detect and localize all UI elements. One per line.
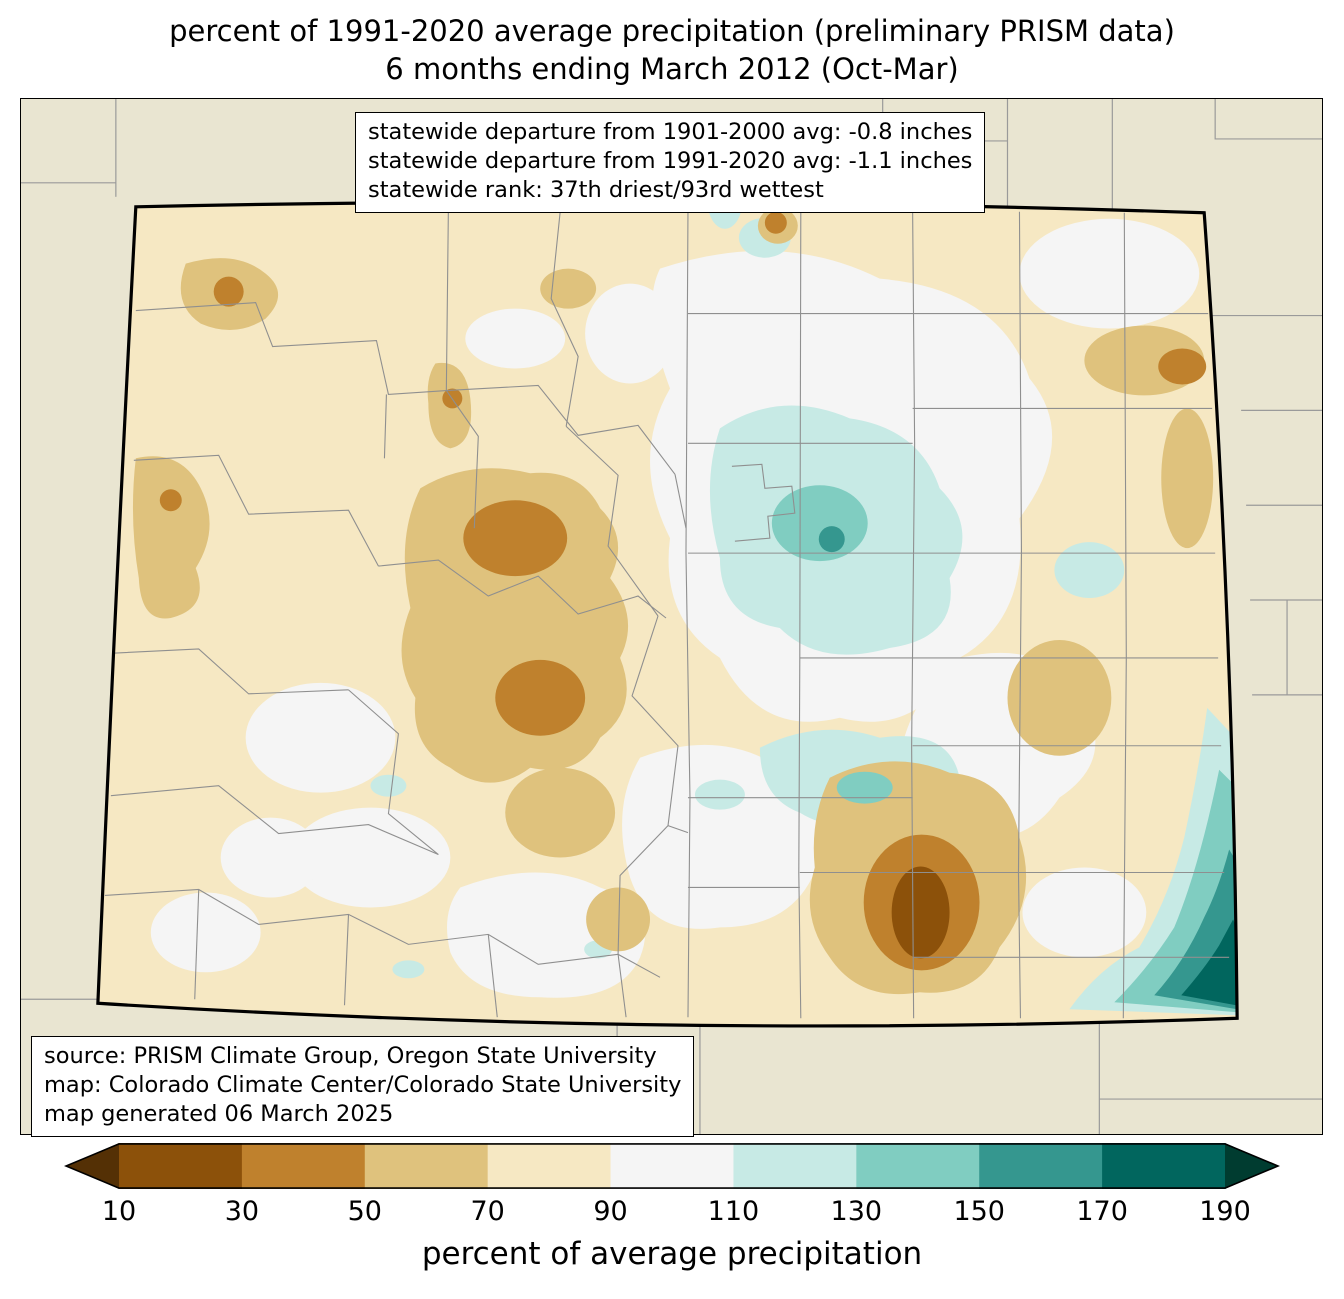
bin-30-50: [159, 211, 1207, 971]
colorbar-tick: 30: [224, 1196, 260, 1227]
colorbar-segment: [610, 1143, 735, 1189]
colorbar-svg: [63, 1143, 1281, 1189]
stats-box: statewide departure from 1901-2000 avg: …: [355, 112, 986, 213]
colorado-precipitation-map: [21, 99, 1322, 1134]
colorbar-ticks: 10 30 50 70 90 110 130 150 170 190: [64, 1196, 1280, 1230]
map-axes: statewide departure from 1901-2000 avg: …: [20, 98, 1323, 1137]
colorbar-outline: [63, 1143, 1281, 1189]
colorbar-segment: [856, 1143, 980, 1189]
colorbar-tick: 190: [1199, 1196, 1251, 1227]
colorbar-segment: [1102, 1143, 1226, 1189]
colorbar-segment: [119, 1143, 243, 1189]
stats-line-3: statewide rank: 37th driest/93rd wettest: [368, 177, 824, 203]
colorbar-tick: 150: [953, 1196, 1005, 1227]
county-lines: [97, 210, 1230, 1019]
colorbar-segment: [733, 1143, 857, 1189]
colorbar-left-arrow: [66, 1143, 119, 1189]
colorbar-label: percent of average precipitation: [421, 1236, 923, 1272]
bin-10-30: [891, 866, 950, 959]
colorbar-tick: 50: [347, 1196, 382, 1227]
bin-170-190: [1181, 919, 1238, 1006]
colorbar-tick: 110: [707, 1196, 760, 1227]
colorbar-tick: 10: [101, 1196, 137, 1227]
title-line-1: percent of 1991-2020 average precipitati…: [169, 14, 1175, 48]
colorbar: [63, 1143, 1281, 1189]
precipitation-fill-layer: [97, 202, 1238, 1026]
colorbar-segment: [364, 1143, 489, 1189]
source-line-3: map generated 06 March 2025: [44, 1101, 394, 1127]
colorbar-tick: 170: [1076, 1196, 1128, 1227]
colorbar-segment: [487, 1143, 612, 1189]
stats-line-2: statewide departure from 1991-2020 avg: …: [368, 148, 973, 174]
source-line-2: map: Colorado Climate Center/Colorado St…: [44, 1072, 682, 1098]
stats-line-1: statewide departure from 1901-2000 avg: …: [368, 119, 973, 145]
colorbar-right-arrow: [1225, 1143, 1278, 1189]
figure-title: percent of 1991-2020 average precipitati…: [0, 12, 1344, 88]
colorbar-tick: 90: [593, 1196, 628, 1227]
colorbar-segment: [979, 1143, 1103, 1189]
colorbar-tick: 130: [830, 1196, 883, 1227]
colorbar-segment: [241, 1143, 366, 1189]
source-line-1: source: PRISM Climate Group, Oregon Stat…: [44, 1043, 657, 1069]
title-line-2: 6 months ending March 2012 (Oct-Mar): [385, 52, 959, 86]
source-box: source: PRISM Climate Group, Oregon Stat…: [31, 1036, 695, 1137]
colorbar-tick: 70: [470, 1196, 505, 1227]
